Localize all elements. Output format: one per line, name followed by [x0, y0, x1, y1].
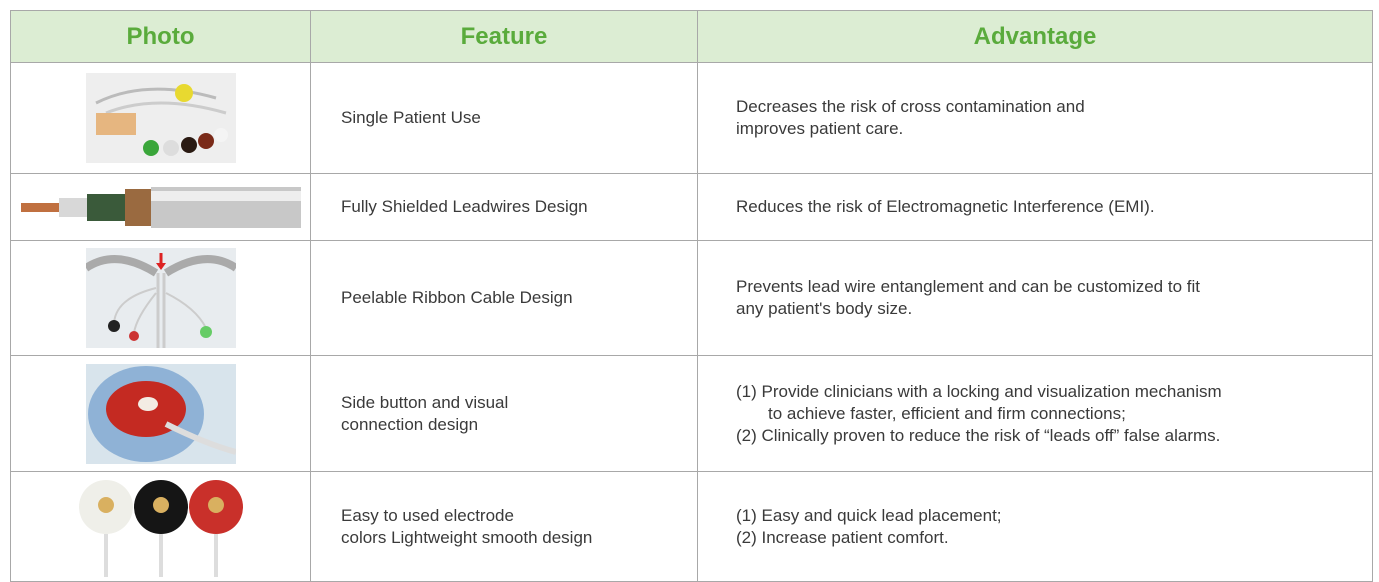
- feature-cell: Easy to used electrode colors Lightweight…: [310, 471, 698, 582]
- advantage-text: (1) Provide clinicians with a locking an…: [736, 381, 1222, 401]
- photo-cell: [10, 471, 311, 582]
- table-row: Fully Shielded Leadwires Design Reduces t…: [10, 173, 1373, 241]
- photo-cell: [10, 355, 311, 472]
- advantage-text: Reduces the risk of Electromagnetic Inte…: [736, 197, 1155, 216]
- feature-text: Single Patient Use: [341, 108, 481, 127]
- photo-cell: [10, 240, 311, 356]
- header-cell: Advantage: [697, 10, 1373, 63]
- table-body: Single Patient Use Decreases the risk of …: [10, 62, 1373, 582]
- advantage-cell: Reduces the risk of Electromagnetic Inte…: [697, 173, 1373, 241]
- product-photo: [85, 248, 236, 348]
- feature-text: colors Lightweight smooth design: [341, 527, 593, 547]
- photo-cell: [10, 173, 311, 241]
- table-row: Peelable Ribbon Cable Design Prevents lea…: [10, 240, 1373, 356]
- advantage-text: improves patient care.: [736, 119, 904, 138]
- product-photo: [20, 186, 301, 228]
- advantage-text: any patient's body size.: [736, 299, 913, 318]
- advantage-text: to achieve faster, efficient and firm co…: [768, 403, 1126, 423]
- product-photo: [85, 73, 236, 163]
- advantage-cell: (1) Easy and quick lead placement; (2) In…: [697, 471, 1373, 582]
- product-photo: [85, 363, 236, 464]
- photo-cell: [10, 62, 311, 174]
- feature-text: Fully Shielded Leadwires Design: [341, 197, 588, 216]
- feature-cell: Fully Shielded Leadwires Design: [310, 173, 698, 241]
- table-row: Single Patient Use Decreases the risk of …: [10, 62, 1373, 174]
- feature-table: Photo Feature Advantage Single Patient U…: [10, 10, 1373, 582]
- advantage-text: (2) Clinically proven to reduce the risk…: [736, 425, 1221, 445]
- feature-cell: Peelable Ribbon Cable Design: [310, 240, 698, 356]
- product-photo: [75, 476, 246, 577]
- feature-text: Easy to used electrode: [341, 505, 514, 525]
- advantage-text: Decreases the risk of cross contaminatio…: [736, 97, 1085, 116]
- header-cell: Photo: [10, 10, 311, 63]
- advantage-text: Prevents lead wire entanglement and can …: [736, 277, 1200, 296]
- feature-cell: Side button and visual connection design: [310, 355, 698, 472]
- header-row: Photo Feature Advantage: [10, 10, 1373, 63]
- advantage-cell: Prevents lead wire entanglement and can …: [697, 240, 1373, 356]
- feature-text: Side button and visual: [341, 392, 509, 412]
- advantage-text: (2) Increase patient comfort.: [736, 527, 949, 547]
- table-row: Easy to used electrode colors Lightweight…: [10, 471, 1373, 582]
- feature-text: Peelable Ribbon Cable Design: [341, 288, 573, 307]
- header-cell: Feature: [310, 10, 698, 63]
- advantage-cell: Decreases the risk of cross contaminatio…: [697, 62, 1373, 174]
- table-row: Side button and visual connection design (…: [10, 355, 1373, 472]
- advantage-text: (1) Easy and quick lead placement;: [736, 505, 1002, 525]
- feature-text: connection design: [341, 414, 479, 434]
- advantage-cell: (1) Provide clinicians with a locking an…: [697, 355, 1373, 472]
- feature-cell: Single Patient Use: [310, 62, 698, 174]
